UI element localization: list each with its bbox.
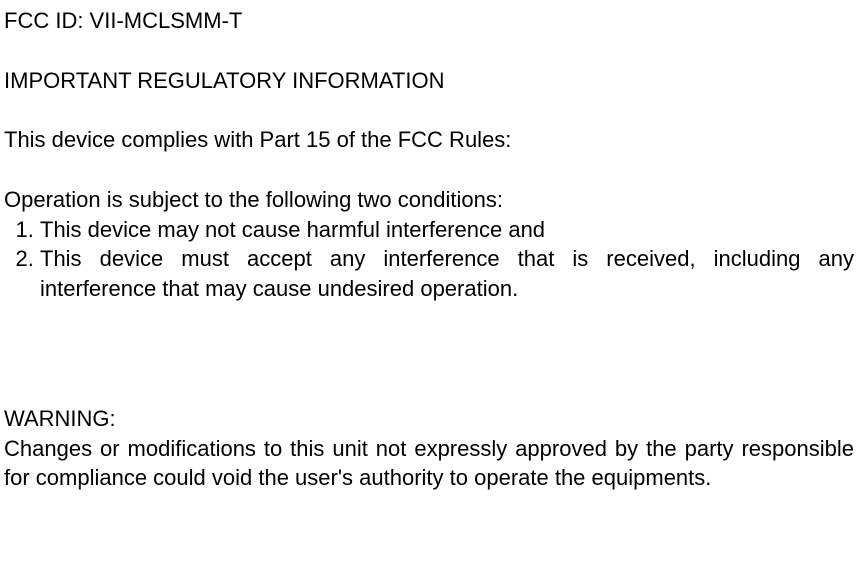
document-page: FCC ID: VII-MCLSMM-T IMPORTANT REGULATOR… xyxy=(0,0,864,493)
regulatory-heading: IMPORTANT REGULATORY INFORMATION xyxy=(4,66,854,96)
fcc-id-line: FCC ID: VII-MCLSMM-T xyxy=(4,6,854,36)
spacer xyxy=(4,304,854,404)
condition-item: This device may not cause harmful interf… xyxy=(40,215,854,245)
warning-label: WARNING: xyxy=(4,404,854,434)
compliance-statement: This device complies with Part 15 of the… xyxy=(4,125,854,155)
conditions-intro: Operation is subject to the following tw… xyxy=(4,185,854,215)
condition-item: This device must accept any interference… xyxy=(40,244,854,303)
warning-body: Changes or modifications to this unit no… xyxy=(4,434,854,493)
conditions-list: This device may not cause harmful interf… xyxy=(4,215,854,304)
